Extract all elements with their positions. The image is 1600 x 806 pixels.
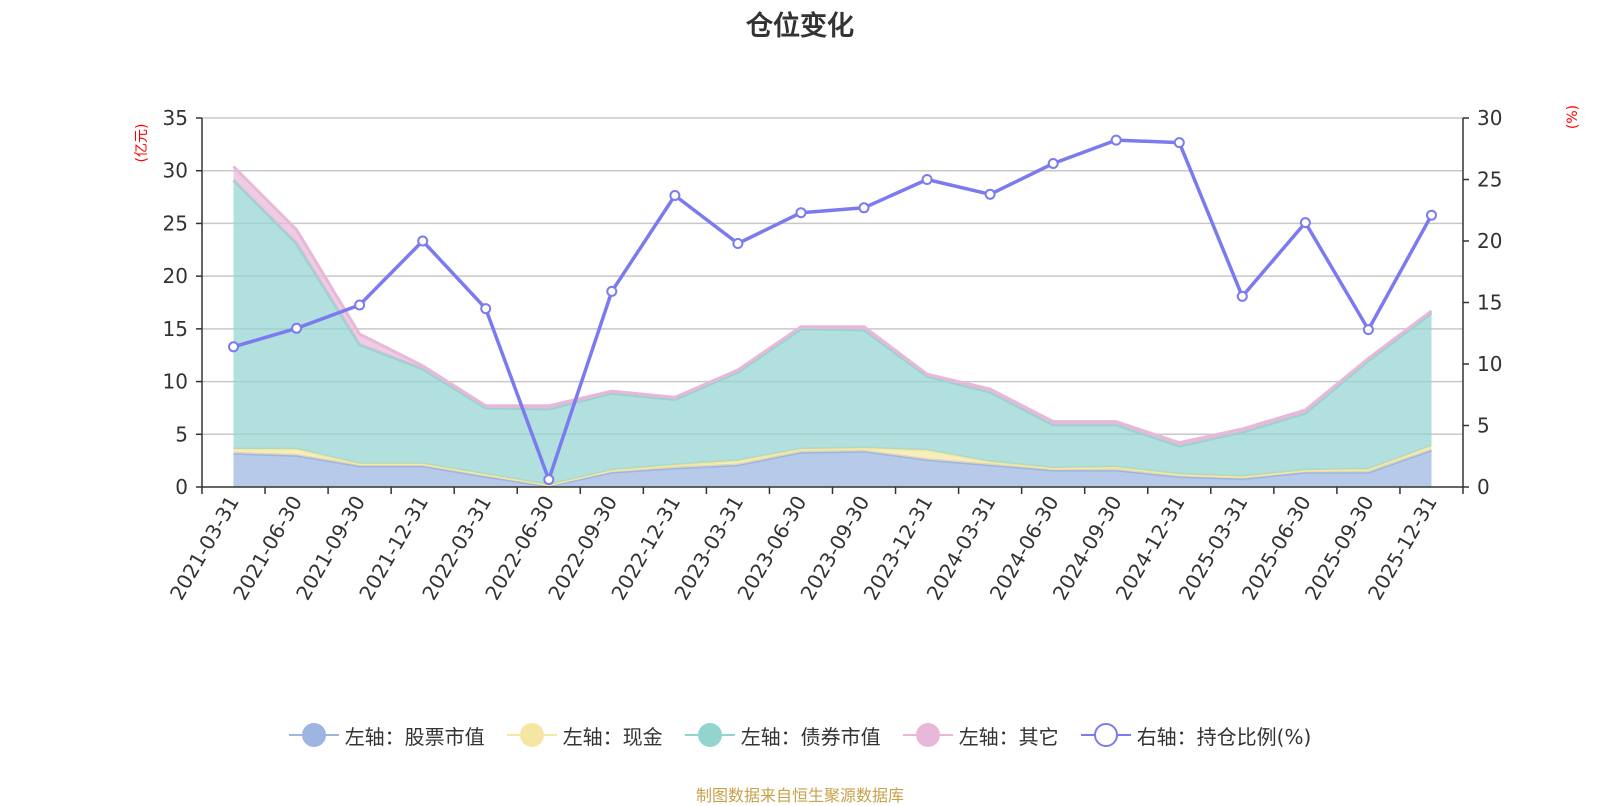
- ratio-line-point: [1426, 209, 1437, 221]
- legend-swatch-icon: [1080, 720, 1131, 750]
- right-axis-tick-label: 30: [1477, 106, 1502, 130]
- source-note: 制图数据来自恒生聚源数据库: [695, 786, 904, 805]
- ratio-line-point: [1299, 217, 1311, 229]
- position-ratio-line: [228, 134, 1437, 486]
- ratio-line-point: [1362, 324, 1374, 336]
- legend-swatch-icon: [684, 720, 735, 750]
- legend-label: 左轴：债券市值: [740, 724, 881, 749]
- legend-swatch-icon: [506, 720, 557, 750]
- legend-label: 左轴：股票市值: [344, 724, 485, 749]
- left-axis-tick-label: 0: [175, 475, 188, 499]
- ratio-line-point: [921, 174, 933, 185]
- legend-label: 左轴：现金: [562, 724, 663, 749]
- ratio-line-point: [984, 188, 996, 200]
- area-edge-左轴：其它: [232, 165, 1433, 445]
- left-axis-tick-label: 35: [163, 106, 188, 130]
- right-axis-unit: (%): [1565, 105, 1581, 129]
- chart-title: 仓位变化: [746, 11, 854, 42]
- ratio-line-point: [228, 341, 239, 353]
- area-左轴：债券市值: [233, 180, 1432, 485]
- ratio-line-point: [543, 474, 555, 486]
- legend-swatch-icon: [902, 720, 953, 750]
- legend-item[interactable]: 左轴：股票市值: [288, 720, 485, 750]
- ratio-line-point: [291, 322, 303, 334]
- legend: 左轴：股票市值 左轴：现金 左轴：债券市值 左轴：其它 右轴：持仓比例(%): [0, 720, 1600, 750]
- ratio-line-point: [1173, 137, 1185, 149]
- legend-item[interactable]: 左轴：债券市值: [684, 720, 881, 750]
- right-axis-tick-label: 25: [1477, 168, 1502, 192]
- stacked-areas: [232, 165, 1433, 488]
- legend-label: 右轴：持仓比例(%): [1136, 724, 1312, 749]
- ratio-line-point: [1236, 290, 1248, 302]
- area-左轴：股票市值: [233, 450, 1432, 487]
- ratio-line-point: [417, 235, 429, 247]
- legend-label: 左轴：其它: [958, 724, 1059, 749]
- right-axis-tick-label: 15: [1477, 291, 1502, 315]
- ratio-line-point: [732, 238, 744, 249]
- right-axis-tick-label: 0: [1477, 475, 1490, 499]
- ratio-line-point: [1047, 158, 1059, 169]
- legend-swatch-icon: [288, 720, 339, 750]
- ratio-line-point: [795, 207, 807, 219]
- ratio-line-point: [606, 285, 618, 297]
- left-axis-unit: (亿元): [134, 124, 150, 163]
- legend-item[interactable]: 右轴：持仓比例(%): [1080, 720, 1312, 750]
- legend-item[interactable]: 左轴：其它: [902, 720, 1059, 750]
- legend-item[interactable]: 左轴：现金: [506, 720, 663, 750]
- ratio-line-point: [1110, 134, 1122, 146]
- right-axis-tick-label: 10: [1477, 352, 1502, 376]
- ratio-line-point: [669, 190, 681, 201]
- left-axis-tick-label: 10: [163, 370, 188, 394]
- right-axis-tick-label: 5: [1477, 414, 1490, 438]
- left-axis-tick-label: 5: [175, 422, 188, 446]
- ratio-line-path: [233, 138, 1434, 482]
- left-axis-tick-label: 20: [163, 264, 188, 288]
- ratio-line-point: [858, 202, 870, 214]
- left-axis-tick-label: 15: [163, 317, 188, 341]
- left-axis-tick-label: 30: [163, 159, 188, 183]
- ratio-line-point: [354, 299, 366, 311]
- left-axis-tick-label: 25: [163, 211, 188, 235]
- right-axis-tick-label: 20: [1477, 229, 1502, 253]
- ratio-line-point: [480, 303, 492, 315]
